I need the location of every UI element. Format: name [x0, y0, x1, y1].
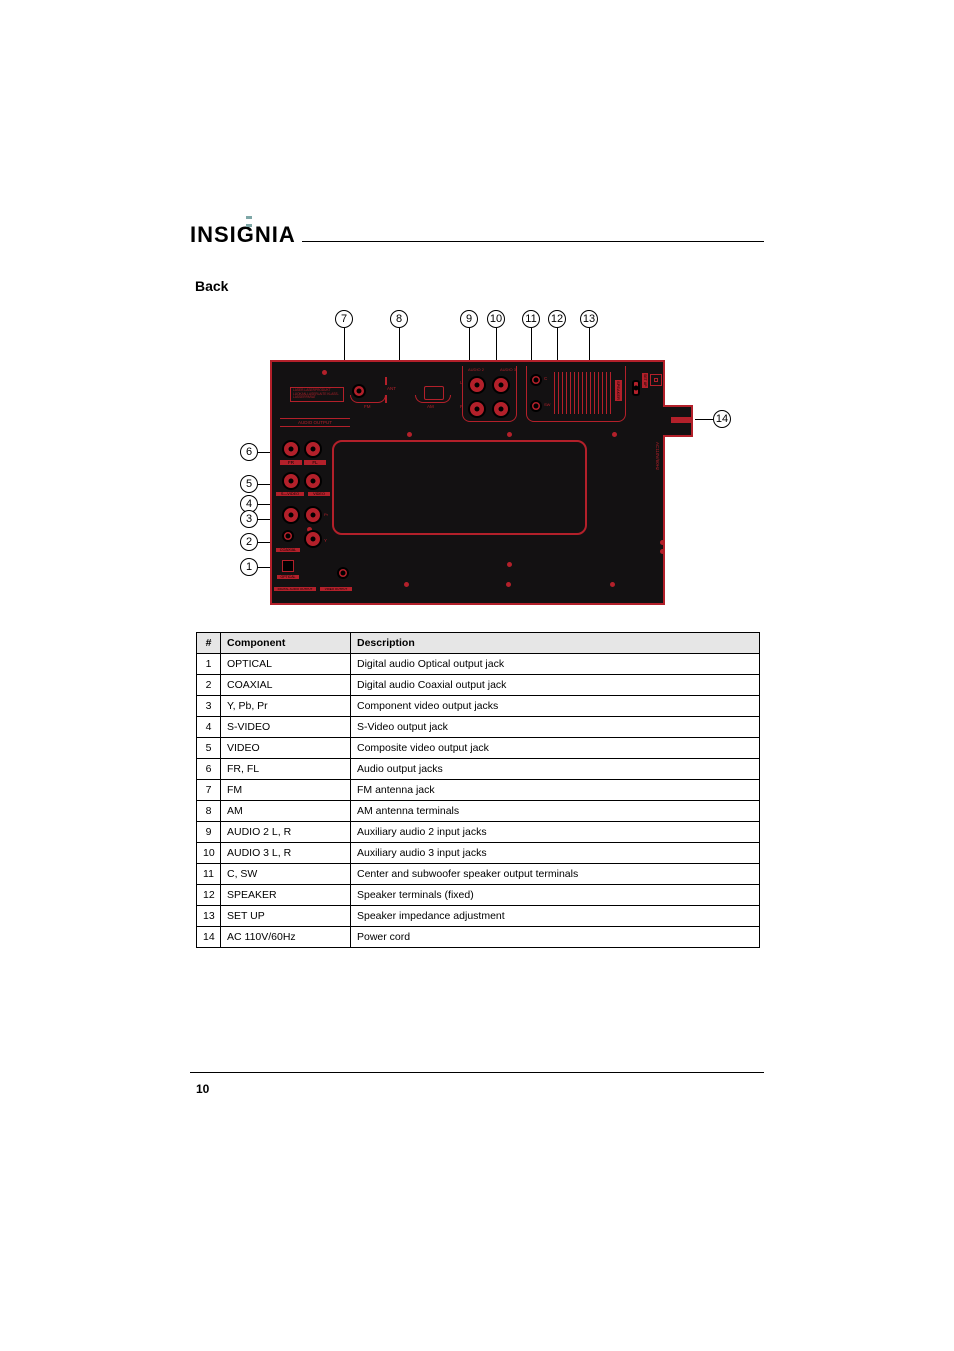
callout-number: 6: [240, 443, 258, 461]
svideo-jack: [282, 472, 300, 490]
speaker-label: SPEAKER: [615, 380, 622, 401]
coaxial-jack: [282, 530, 294, 542]
c-jack: [530, 374, 542, 386]
table-row: 2COAXIALDigital audio Coaxial output jac…: [197, 675, 760, 696]
coaxial-label: COAXIAL: [276, 548, 300, 552]
rear-panel-diagram: 7 8 9 10 11 12 13 6 5 4 3 2 1 14: [240, 300, 715, 610]
fr-label: FR: [280, 460, 302, 465]
table-row: 14AC 110V/60HzPower cord: [197, 927, 760, 948]
class2-icon: [650, 374, 662, 386]
callout-number: 11: [522, 310, 540, 328]
sw-jack: [530, 400, 542, 412]
fl-label: FL: [304, 460, 326, 465]
table-row: 7FMFM antenna jack: [197, 780, 760, 801]
vid-out-jack: [337, 567, 349, 579]
fl-jack: [304, 440, 322, 458]
fm-label: FM: [364, 404, 371, 409]
pr-jack: [304, 506, 322, 524]
setup-selector: [632, 380, 640, 396]
callout-number: 8: [390, 310, 408, 328]
svideo-label: S—VIDEO: [276, 492, 304, 496]
pr-label: Pr: [324, 512, 328, 517]
ant-label: ANT: [387, 386, 396, 391]
brand-logo: INSIGNIA: [190, 222, 296, 248]
vent-area: [332, 440, 587, 535]
setup-label: SET UP: [642, 373, 648, 388]
callout-number: 7: [335, 310, 353, 328]
fr-jack: [282, 440, 300, 458]
table-row: 5VIDEOComposite video output jack: [197, 738, 760, 759]
section-title: Back: [195, 278, 228, 294]
callout-14: 14: [695, 410, 731, 428]
c-label: C: [544, 376, 547, 381]
power-cord-notch: [663, 405, 693, 437]
pb-jack: [282, 506, 300, 524]
y-label: Y: [324, 538, 327, 543]
callout-number: 14: [713, 410, 731, 428]
table-row: 12SPEAKERSpeaker terminals (fixed): [197, 885, 760, 906]
table-row: 8AMAM antenna terminals: [197, 801, 760, 822]
ac-label: AC110V/60Hz: [655, 442, 660, 470]
table-row: 10AUDIO 3 L, RAuxiliary audio 3 input ja…: [197, 843, 760, 864]
am-label: AM: [427, 404, 434, 409]
laser-label: LASER-LASERPRODUKT LUOKAN-LASERLAITE KLA…: [290, 387, 344, 402]
callout-number: 9: [460, 310, 478, 328]
table-row: 4S-VIDEOS-Video output jack: [197, 717, 760, 738]
col-component: Component: [221, 633, 351, 654]
video-output-label: VIDEO OUTPUT: [320, 587, 352, 591]
y-jack: [304, 530, 322, 548]
callout-number: 12: [548, 310, 566, 328]
header-rule: [302, 241, 764, 242]
table-row: 1OPTICALDigital audio Optical output jac…: [197, 654, 760, 675]
callout-number: 13: [580, 310, 598, 328]
rear-panel: LASER-LASERPRODUKT LUOKAN-LASERLAITE KLA…: [270, 360, 665, 605]
page-number: 10: [196, 1082, 209, 1096]
callout-number: 5: [240, 475, 258, 493]
table-row: 11C, SWCenter and subwoofer speaker outp…: [197, 864, 760, 885]
callout-number: 2: [240, 533, 258, 551]
col-description: Description: [351, 633, 760, 654]
col-num: #: [197, 633, 221, 654]
callout-number: 1: [240, 558, 258, 576]
speaker-terminals: [554, 372, 612, 414]
optical-jack: [282, 560, 294, 572]
sw-label: SW: [544, 402, 550, 407]
audio-output-label: AUDIO OUTPUT: [280, 418, 350, 427]
brand-text: INSIGNIA: [190, 222, 296, 247]
video-jack: [304, 472, 322, 490]
footer-rule: [190, 1072, 764, 1073]
callout-number: 10: [487, 310, 505, 328]
table-row: 13SET UPSpeaker impedance adjustment: [197, 906, 760, 927]
video-label: VIDEO: [308, 492, 330, 496]
table-row: 9AUDIO 2 L, RAuxiliary audio 2 input jac…: [197, 822, 760, 843]
callout-number: 3: [240, 510, 258, 528]
table-row: 6FR, FLAudio output jacks: [197, 759, 760, 780]
optical-label: OPTICAL: [277, 575, 299, 579]
components-table: # Component Description 1OPTICALDigital …: [196, 632, 760, 948]
digital-audio-out-label: DIGITAL AUDIO OUTPUT: [274, 587, 316, 591]
table-row: 3Y, Pb, PrComponent video output jacks: [197, 696, 760, 717]
